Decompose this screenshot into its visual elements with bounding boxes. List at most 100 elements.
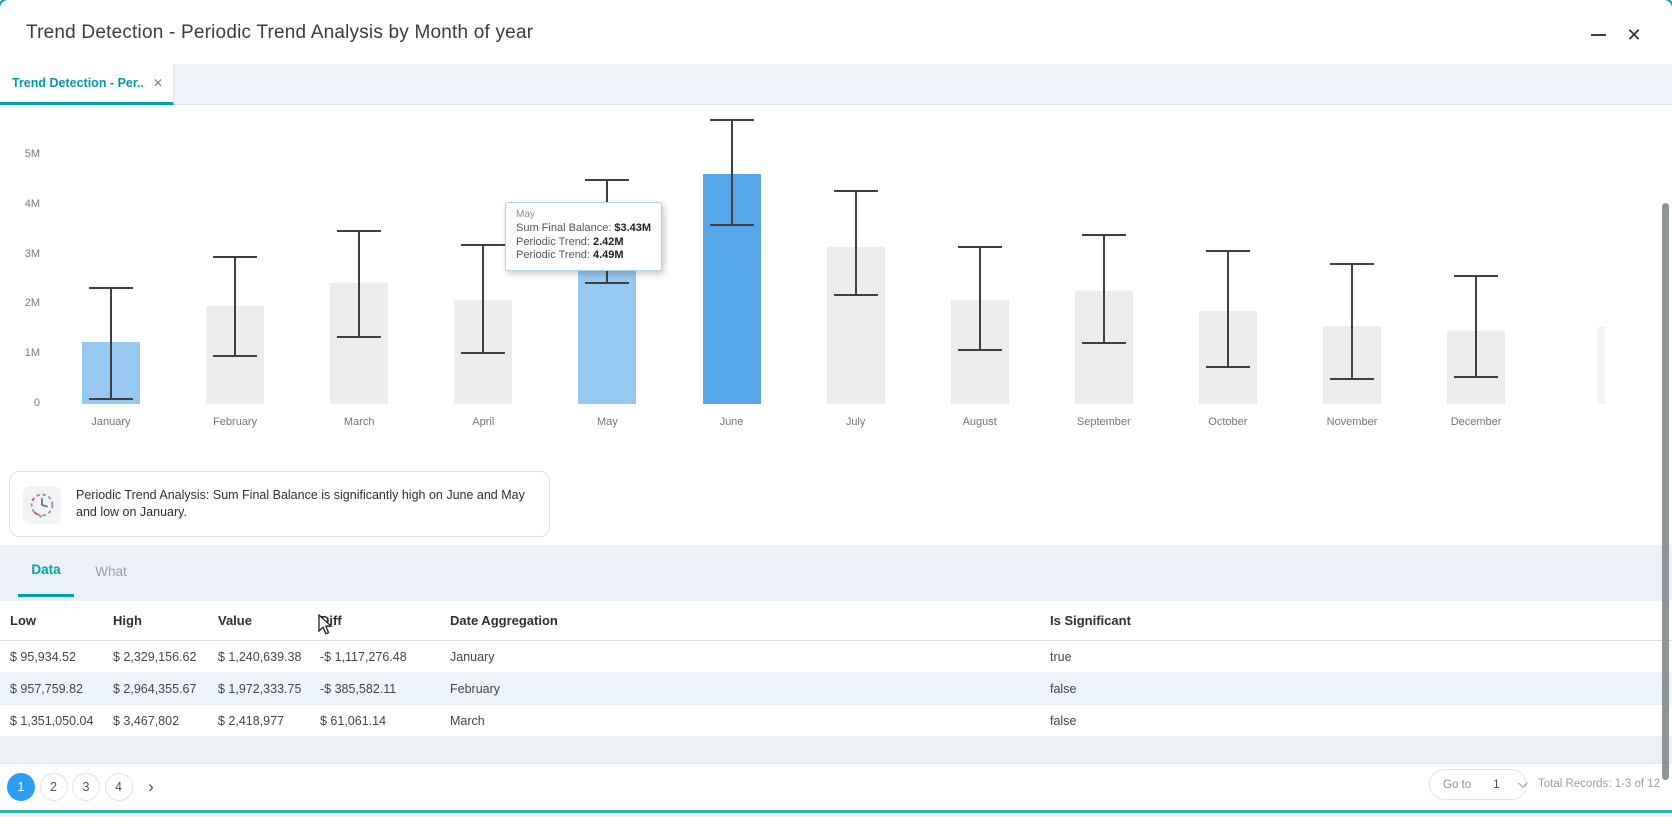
bottom-margin xyxy=(0,813,1672,817)
table-cell: January xyxy=(450,649,495,664)
close-icon: ✕ xyxy=(1626,24,1642,45)
insight-text: Periodic Trend Analysis: Sum Final Balan… xyxy=(76,488,525,519)
bottom-accent-line xyxy=(0,810,1672,813)
table-cell: $ 957,759.82 xyxy=(10,681,83,696)
table-cell: $ 1,351,050.04 xyxy=(10,713,94,728)
goto-value: 1 xyxy=(1493,778,1500,791)
tooltip-row: Periodic Trend: 2.42M xyxy=(516,235,624,248)
chart-tooltip: May Sum Final Balance: $3.43M Periodic Tr… xyxy=(505,202,663,271)
table-cell: $ 1,240,639.38 xyxy=(218,649,302,664)
page-button-2[interactable]: 2 xyxy=(39,773,68,801)
column-header-low[interactable]: Low xyxy=(10,613,36,628)
y-tick-label: 1M xyxy=(24,347,40,360)
column-header-high[interactable]: High xyxy=(113,613,142,628)
table-row: $ 95,934.52 $ 2,329,156.62 $ 1,240,639.38 -… xyxy=(0,641,1672,673)
whisker-line xyxy=(482,244,485,353)
whisker-cap-high xyxy=(1330,262,1374,265)
periodic-trend-bar-chart: 5M 4M 3M 2M 1M 0 January February March April May… xyxy=(0,105,1672,455)
whisker-line xyxy=(1475,275,1478,378)
tab-what[interactable]: What xyxy=(95,563,127,579)
tab-data[interactable]: Data xyxy=(18,545,74,597)
worksheet-tab-strip: Trend Detection - Per... ✕ xyxy=(0,64,1672,105)
whisker-cap-low xyxy=(337,335,382,338)
vertical-scrollbar[interactable] xyxy=(1662,203,1669,780)
whisker-cap-low xyxy=(213,355,258,358)
minimize-icon xyxy=(1590,34,1606,36)
table-header-row: Low High Value Diff Date Aggregation Is Signi… xyxy=(0,601,1672,641)
page-button-3[interactable]: 3 xyxy=(72,773,100,801)
whisker-cap-low xyxy=(1205,366,1250,369)
column-header-is-significant[interactable]: Is Significant xyxy=(1050,613,1131,628)
x-axis-label: October xyxy=(1208,416,1248,428)
whisker-cap-low xyxy=(1330,378,1374,381)
table-cell: March xyxy=(450,713,485,728)
table-row: $ 957,759.82 $ 2,964,355.67 $ 1,972,333.75… xyxy=(0,673,1672,705)
goto-label: Go to xyxy=(1443,778,1472,791)
x-axis-label: February xyxy=(213,416,258,428)
whisker-cap-low xyxy=(89,398,133,401)
partial-next-bar xyxy=(1597,327,1605,404)
whisker-line xyxy=(358,231,361,337)
insight-card: Periodic Trend Analysis: Sum Final Balan… xyxy=(9,471,550,537)
whisker-line xyxy=(978,247,981,351)
window-corner-accent xyxy=(1663,0,1672,9)
x-axis-label: August xyxy=(962,416,997,428)
whisker-line xyxy=(1226,251,1229,368)
table-cell: $ 61,061.14 xyxy=(320,713,387,728)
whisker-line xyxy=(730,120,733,226)
tooltip-row: Periodic Trend: 4.49M xyxy=(516,249,624,261)
chevron-down-icon xyxy=(1517,778,1528,789)
window-titlebar: Trend Detection - Periodic Trend Analysi… xyxy=(0,0,1672,64)
total-records-label: Total Records: 1-3 of 12 xyxy=(1538,778,1661,790)
x-axis-label: June xyxy=(719,416,744,428)
column-header-value[interactable]: Value xyxy=(218,613,252,628)
whisker-cap-high xyxy=(1081,233,1126,236)
table-cell: $ 1,972,333.75 xyxy=(218,681,302,696)
page-button-4[interactable]: 4 xyxy=(104,773,133,801)
x-axis-label: May xyxy=(597,416,618,428)
whisker-cap-high xyxy=(337,230,382,233)
data-table: Low High Value Diff Date Aggregation Is Signi… xyxy=(0,601,1672,737)
y-tick-label: 4M xyxy=(24,197,40,210)
column-header-diff[interactable]: Diff xyxy=(320,613,342,628)
tab-label: Trend Detection - Per... xyxy=(12,76,145,90)
close-button[interactable]: ✕ xyxy=(1619,20,1649,50)
table-cell: false xyxy=(1050,681,1077,696)
whisker-line xyxy=(854,190,857,295)
x-axis-label: July xyxy=(845,416,866,428)
whisker-cap-high xyxy=(833,189,878,192)
whisker-cap-low xyxy=(833,293,878,296)
column-header-date-aggregation[interactable]: Date Aggregation xyxy=(450,613,558,628)
whisker-cap-low xyxy=(1081,341,1126,344)
page-button-1[interactable]: 1 xyxy=(7,773,35,801)
x-axis-label: December xyxy=(1450,416,1502,428)
y-tick-label: 2M xyxy=(24,297,40,310)
y-tick-label: 5M xyxy=(24,148,40,160)
tab-close-icon[interactable]: ✕ xyxy=(152,76,163,90)
table-cell: $ 3,467,802 xyxy=(113,713,180,728)
whisker-cap-high xyxy=(461,243,506,246)
whisker-cap-high xyxy=(585,179,630,182)
tab-trend-detection[interactable]: Trend Detection - Per... ✕ xyxy=(0,64,174,105)
whisker-cap-low xyxy=(957,349,1002,352)
y-tick-label: 3M xyxy=(24,247,40,260)
next-page-button[interactable]: › xyxy=(148,777,154,796)
mouse-cursor xyxy=(318,613,333,641)
table-cell: -$ 1,117,276.48 xyxy=(320,649,407,664)
whisker-cap-low xyxy=(585,282,630,285)
whisker-cap-low xyxy=(1454,376,1499,379)
whisker-cap-high xyxy=(89,286,133,289)
whisker-cap-high xyxy=(1205,250,1250,253)
table-row: $ 1,351,050.04 $ 3,467,802 $ 2,418,977 $ 61… xyxy=(0,705,1672,737)
table-cell: true xyxy=(1050,649,1072,664)
x-axis-label: September xyxy=(1076,416,1131,428)
minimize-button[interactable] xyxy=(1583,20,1613,50)
table-cell: -$ 385,582.11 xyxy=(320,681,397,696)
details-panel: Data What Low High Value Diff Date Aggregati… xyxy=(0,545,1672,817)
x-axis-label: March xyxy=(343,416,375,428)
whisker-cap-high xyxy=(709,119,754,122)
goto-page-select[interactable]: Go to 1 xyxy=(1429,769,1528,800)
table-body: $ 95,934.52 $ 2,329,156.62 $ 1,240,639.38 -… xyxy=(0,641,1672,737)
table-cell: $ 2,964,355.67 xyxy=(113,681,197,696)
